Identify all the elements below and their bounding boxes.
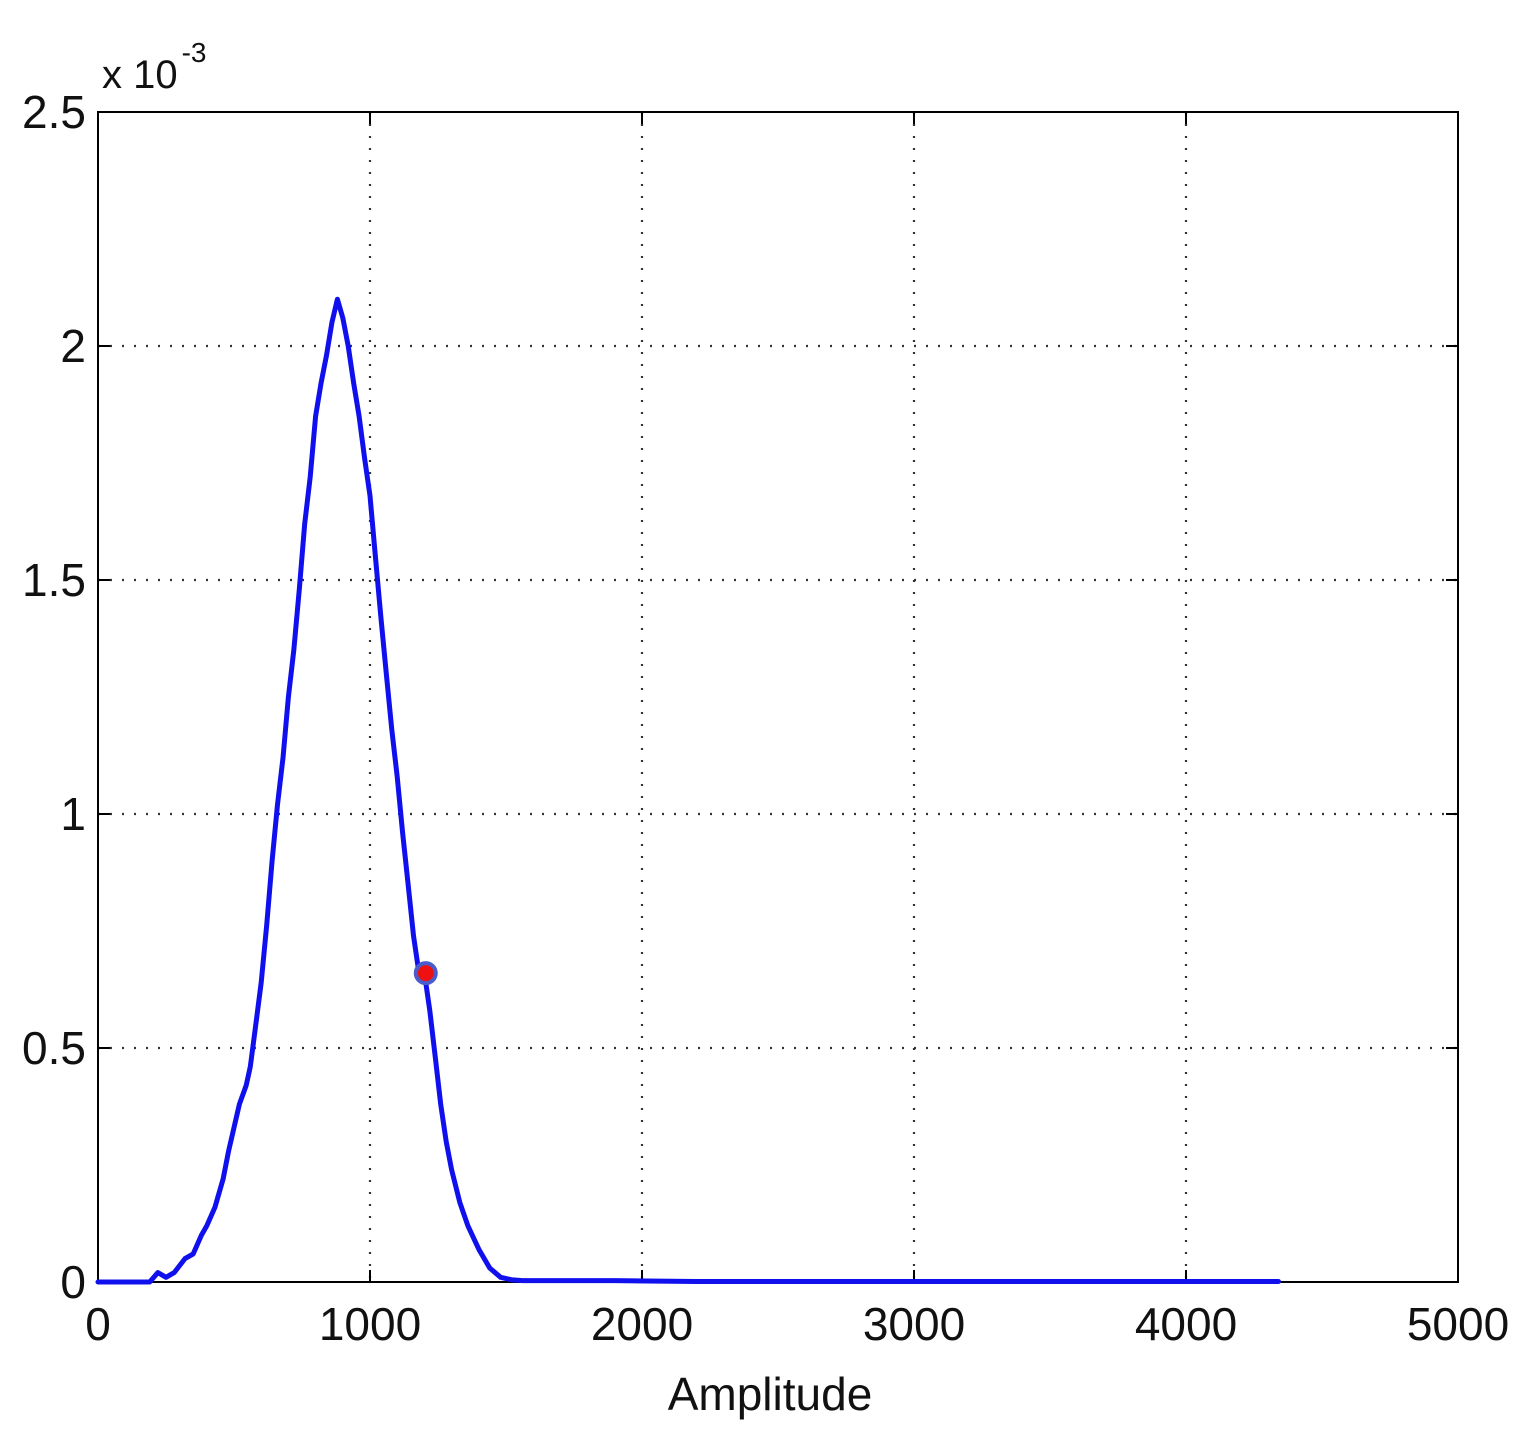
axis-ticks [97,111,1459,1283]
highlight-point [413,961,438,986]
y-tick-label: 0.5 [22,1022,86,1074]
y-multiplier-base: x 10 [102,53,178,97]
y-tick-labels: 0 0.5 1 1.5 2 2.5 [22,86,86,1308]
series-line [95,296,1281,1285]
y-tick-label: 2.5 [22,86,86,138]
y-tick-label: 0 [60,1256,86,1308]
y-axis-multiplier: x 10-3 [102,37,207,97]
x-tick-label: 0 [85,1298,111,1350]
x-tick-label: 4000 [1135,1298,1237,1350]
y-multiplier-exponent: -3 [182,37,207,68]
x-tick-labels: 0 1000 2000 3000 4000 5000 [85,1298,1509,1350]
grid-lines [98,112,1458,1282]
y-tick-label: 1 [60,788,86,840]
plot-frame [97,111,1459,1283]
y-tick-label: 1.5 [22,554,86,606]
series-layer [95,296,1281,1285]
x-tick-label: 5000 [1407,1298,1509,1350]
x-tick-label: 2000 [591,1298,693,1350]
x-tick-label: 1000 [319,1298,421,1350]
y-tick-label: 2 [60,320,86,372]
x-tick-label: 3000 [863,1298,965,1350]
x-axis-label: Amplitude [668,1368,873,1420]
marker-layer [413,961,438,986]
